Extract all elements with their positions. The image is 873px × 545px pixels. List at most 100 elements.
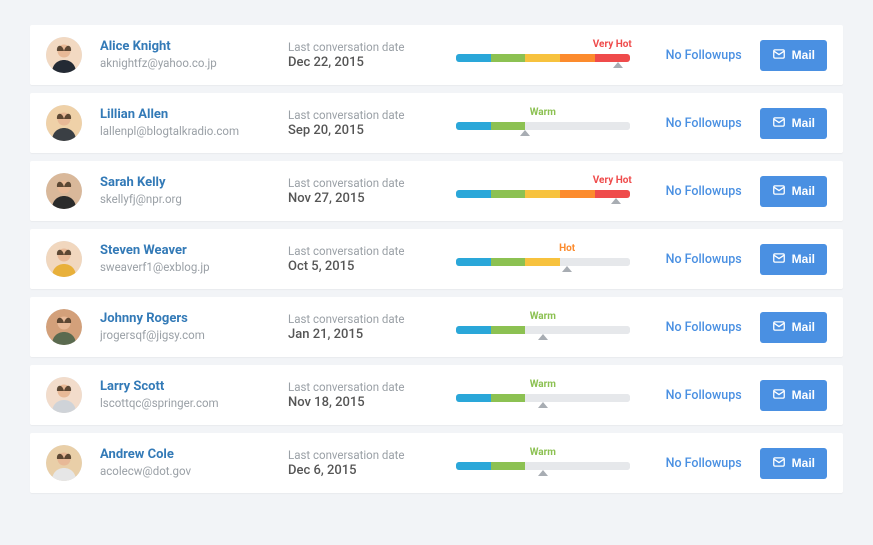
heat-track [456, 326, 630, 334]
avatar[interactable] [46, 105, 82, 141]
heat-gauge: Hot [456, 244, 630, 274]
contact-email: jrogersqf@jigsy.com [100, 327, 270, 343]
heat-label: Hot [559, 243, 575, 254]
contact-list: Alice Knight aknightfz@yahoo.co.jp Last … [30, 25, 843, 493]
mail-icon [772, 455, 786, 472]
followups-link[interactable]: No Followups [648, 252, 742, 267]
contact-row: Steven Weaver sweaverf1@exblog.jp Last c… [30, 229, 843, 289]
last-conversation: Last conversation date Dec 22, 2015 [288, 40, 438, 70]
heat-gauge: Very Hot [456, 40, 630, 70]
contact-name[interactable]: Sarah Kelly [100, 175, 270, 192]
heat-gauge: Warm [456, 448, 630, 478]
contact-row: Andrew Cole acolecw@dot.gov Last convers… [30, 433, 843, 493]
contact-name[interactable]: Larry Scott [100, 379, 270, 396]
heat-marker [613, 62, 623, 68]
mail-button[interactable]: Mail [760, 244, 827, 275]
mail-button-label: Mail [792, 48, 815, 62]
heat-marker [520, 130, 530, 136]
contact-identity: Steven Weaver sweaverf1@exblog.jp [100, 243, 270, 276]
mail-button[interactable]: Mail [760, 312, 827, 343]
last-conversation-date: Sep 20, 2015 [288, 123, 438, 138]
avatar[interactable] [46, 241, 82, 277]
mail-button[interactable]: Mail [760, 40, 827, 71]
followups-link[interactable]: No Followups [648, 456, 742, 471]
avatar[interactable] [46, 445, 82, 481]
mail-button-label: Mail [792, 116, 815, 130]
last-conversation-date: Nov 18, 2015 [288, 395, 438, 410]
mail-icon [772, 387, 786, 404]
heat-gauge: Warm [456, 380, 630, 410]
mail-button[interactable]: Mail [760, 380, 827, 411]
heat-marker [538, 334, 548, 340]
heat-track [456, 394, 630, 402]
heat-label: Warm [530, 107, 556, 118]
avatar[interactable] [46, 37, 82, 73]
mail-icon [772, 319, 786, 336]
last-conversation-date: Dec 22, 2015 [288, 55, 438, 70]
heat-marker [538, 402, 548, 408]
last-conversation-label: Last conversation date [288, 176, 438, 190]
last-conversation-label: Last conversation date [288, 108, 438, 122]
followups-link[interactable]: No Followups [648, 48, 742, 63]
heat-label: Warm [530, 379, 556, 390]
contact-identity: Lillian Allen lallenpl@blogtalkradio.com [100, 107, 270, 140]
heat-track [456, 190, 630, 198]
contact-email: sweaverf1@exblog.jp [100, 259, 270, 275]
avatar[interactable] [46, 173, 82, 209]
contact-row: Larry Scott lscottqc@springer.com Last c… [30, 365, 843, 425]
last-conversation: Last conversation date Jan 21, 2015 [288, 312, 438, 342]
heat-label: Very Hot [593, 39, 632, 50]
mail-button-label: Mail [792, 320, 815, 334]
contact-row: Johnny Rogers jrogersqf@jigsy.com Last c… [30, 297, 843, 357]
last-conversation-label: Last conversation date [288, 40, 438, 54]
contact-email: aknightfz@yahoo.co.jp [100, 55, 270, 71]
avatar[interactable] [46, 377, 82, 413]
last-conversation: Last conversation date Dec 6, 2015 [288, 448, 438, 478]
mail-button[interactable]: Mail [760, 108, 827, 139]
last-conversation-label: Last conversation date [288, 380, 438, 394]
heat-gauge: Warm [456, 312, 630, 342]
contact-email: lallenpl@blogtalkradio.com [100, 123, 270, 139]
contact-row: Sarah Kelly skellyfj@npr.org Last conver… [30, 161, 843, 221]
mail-button[interactable]: Mail [760, 448, 827, 479]
last-conversation-date: Dec 6, 2015 [288, 463, 438, 478]
heat-marker [538, 470, 548, 476]
last-conversation-date: Nov 27, 2015 [288, 191, 438, 206]
last-conversation-date: Oct 5, 2015 [288, 259, 438, 274]
contact-identity: Sarah Kelly skellyfj@npr.org [100, 175, 270, 208]
contact-name[interactable]: Alice Knight [100, 39, 270, 56]
contact-name[interactable]: Andrew Cole [100, 447, 270, 464]
heat-track [456, 258, 630, 266]
heat-track [456, 122, 630, 130]
heat-gauge: Warm [456, 108, 630, 138]
avatar[interactable] [46, 309, 82, 345]
last-conversation: Last conversation date Sep 20, 2015 [288, 108, 438, 138]
last-conversation-label: Last conversation date [288, 244, 438, 258]
mail-button-label: Mail [792, 456, 815, 470]
contact-row: Alice Knight aknightfz@yahoo.co.jp Last … [30, 25, 843, 85]
heat-marker [611, 198, 621, 204]
heat-track [456, 54, 630, 62]
followups-link[interactable]: No Followups [648, 388, 742, 403]
heat-gauge: Very Hot [456, 176, 630, 206]
followups-link[interactable]: No Followups [648, 116, 742, 131]
heat-label: Warm [530, 447, 556, 458]
followups-link[interactable]: No Followups [648, 320, 742, 335]
contact-identity: Alice Knight aknightfz@yahoo.co.jp [100, 39, 270, 72]
heat-label: Warm [530, 311, 556, 322]
followups-link[interactable]: No Followups [648, 184, 742, 199]
contact-name[interactable]: Johnny Rogers [100, 311, 270, 328]
last-conversation-label: Last conversation date [288, 448, 438, 462]
contact-name[interactable]: Lillian Allen [100, 107, 270, 124]
last-conversation: Last conversation date Nov 27, 2015 [288, 176, 438, 206]
mail-button-label: Mail [792, 252, 815, 266]
contact-name[interactable]: Steven Weaver [100, 243, 270, 260]
last-conversation-date: Jan 21, 2015 [288, 327, 438, 342]
contact-identity: Johnny Rogers jrogersqf@jigsy.com [100, 311, 270, 344]
mail-button[interactable]: Mail [760, 176, 827, 207]
heat-marker [562, 266, 572, 272]
heat-label: Very Hot [593, 175, 632, 186]
contact-identity: Larry Scott lscottqc@springer.com [100, 379, 270, 412]
mail-icon [772, 183, 786, 200]
mail-button-label: Mail [792, 388, 815, 402]
